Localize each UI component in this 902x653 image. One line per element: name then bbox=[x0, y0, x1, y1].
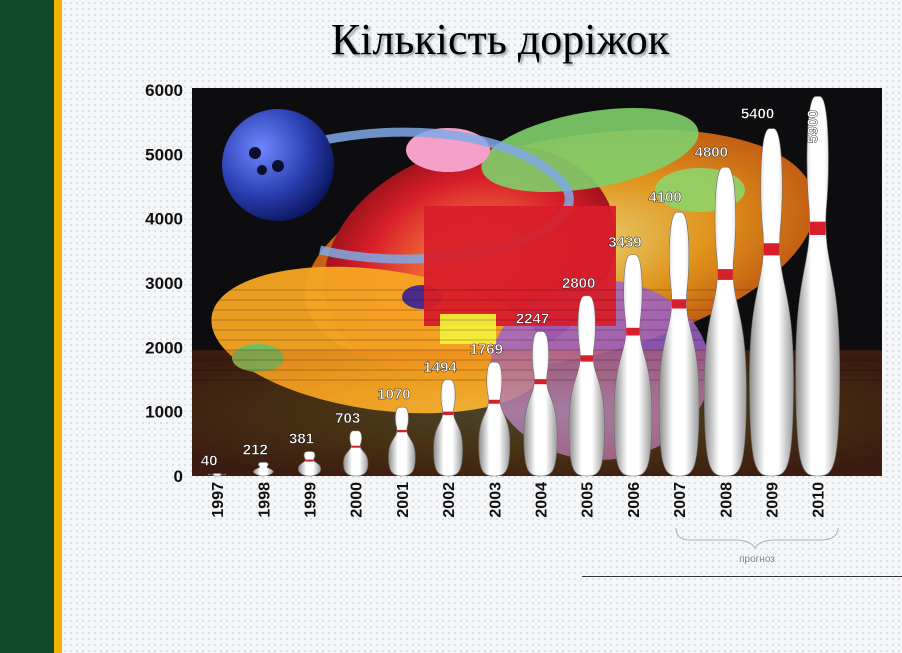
forecast-label: прогноз bbox=[739, 554, 775, 565]
pin-stripe bbox=[717, 269, 733, 280]
value-label: 2247 bbox=[516, 310, 549, 327]
x-tick-label: 2000 bbox=[349, 482, 366, 518]
pin-stripe bbox=[351, 445, 361, 448]
pin-stripe bbox=[763, 243, 780, 256]
pin-stripe bbox=[626, 327, 640, 336]
y-tick-label: 4000 bbox=[145, 210, 183, 229]
value-label: 5400 bbox=[741, 106, 774, 123]
x-tick-label: 1998 bbox=[256, 482, 273, 518]
value-label: 1070 bbox=[377, 386, 410, 403]
pin-bar bbox=[252, 462, 274, 477]
y-tick-label: 6000 bbox=[145, 81, 183, 100]
y-axis: 0 1000 2000 3000 4000 5000 6000 bbox=[145, 81, 183, 486]
pin-stripe bbox=[580, 355, 594, 362]
pin-bar bbox=[613, 254, 653, 477]
value-label: 381 bbox=[289, 430, 314, 447]
pin-bar bbox=[749, 128, 794, 477]
slide-left-bar bbox=[0, 0, 54, 653]
pin-stripe bbox=[397, 429, 407, 433]
pin-bars bbox=[207, 96, 841, 477]
value-label: 40 bbox=[201, 452, 218, 469]
pin-stripe bbox=[809, 221, 826, 235]
pin-shape bbox=[523, 331, 558, 477]
x-tick-label: 2008 bbox=[718, 482, 735, 518]
x-tick-label: 2010 bbox=[811, 482, 828, 518]
value-label: 4800 bbox=[695, 144, 728, 161]
x-tick-label: 2009 bbox=[765, 482, 782, 518]
pin-bar bbox=[297, 451, 322, 477]
pin-stripe bbox=[442, 411, 454, 415]
x-tick-label: 2007 bbox=[672, 482, 689, 518]
value-label: 3439 bbox=[608, 234, 641, 251]
value-label: 1769 bbox=[470, 341, 503, 358]
decorative-swirls bbox=[192, 107, 882, 476]
pin-bar bbox=[207, 473, 227, 477]
pin-shape bbox=[795, 96, 841, 477]
pin-bar bbox=[703, 166, 747, 477]
pin-shape bbox=[343, 430, 369, 477]
slide-title: Кількість доріжок bbox=[330, 15, 670, 64]
footer-rule bbox=[582, 576, 902, 577]
pin-stripe bbox=[305, 459, 314, 462]
value-label: 703 bbox=[335, 410, 360, 427]
pin-stripe bbox=[671, 299, 687, 309]
pin-shape bbox=[207, 473, 227, 477]
pin-bar bbox=[795, 96, 841, 477]
pin-shape bbox=[478, 361, 511, 477]
pin-shape bbox=[388, 406, 416, 477]
slide-accent-stripe bbox=[54, 0, 62, 653]
x-tick-label: 2004 bbox=[534, 482, 551, 518]
pin-bar bbox=[433, 379, 463, 477]
pin-shape bbox=[252, 462, 274, 477]
pin-stripe bbox=[488, 399, 500, 404]
pin-shape bbox=[568, 295, 605, 477]
y-tick-label: 1000 bbox=[145, 403, 183, 422]
pin-bar bbox=[523, 331, 558, 477]
value-label: 5900 bbox=[805, 110, 822, 143]
y-tick-label: 0 bbox=[174, 467, 183, 486]
pin-shape bbox=[433, 379, 463, 477]
x-tick-label: 1999 bbox=[303, 482, 320, 518]
pin-shape bbox=[749, 128, 794, 477]
x-tick-label: 2006 bbox=[626, 482, 643, 518]
x-tick-label: 2005 bbox=[580, 482, 597, 518]
value-label: 1494 bbox=[423, 359, 457, 376]
pin-shape bbox=[703, 166, 747, 477]
pin-bar bbox=[658, 211, 700, 477]
x-axis: 1997 1998 1999 2000 2001 2002 2003 2004 2005 2006… bbox=[210, 482, 828, 518]
forecast-bracket: прогноз bbox=[675, 527, 839, 565]
pin-shape bbox=[297, 451, 322, 477]
x-tick-label: 2002 bbox=[441, 482, 458, 518]
pin-shape bbox=[613, 254, 653, 477]
x-tick-label: 2001 bbox=[395, 482, 412, 518]
y-tick-label: 3000 bbox=[145, 274, 183, 293]
pin-bar bbox=[478, 361, 511, 477]
y-tick-label: 2000 bbox=[145, 338, 183, 357]
value-label: 2800 bbox=[562, 275, 595, 292]
pin-shape bbox=[658, 211, 700, 477]
value-label: 212 bbox=[243, 441, 268, 458]
plot-area: 40 212 381 703 1070 1494 1769 2247 2800 3439 4100 4… bbox=[192, 88, 882, 477]
pin-bar bbox=[568, 295, 605, 477]
pin-bar bbox=[343, 430, 369, 477]
x-tick-label: 1997 bbox=[210, 482, 227, 518]
value-label: 4100 bbox=[648, 189, 681, 206]
value-labels: 40 212 381 703 1070 1494 1769 2247 2800 3439 4100 4… bbox=[201, 105, 822, 469]
y-tick-label: 5000 bbox=[145, 145, 183, 164]
x-tick-label: 2003 bbox=[487, 482, 504, 518]
pin-bar bbox=[388, 406, 416, 477]
pin-stripe bbox=[534, 379, 547, 385]
